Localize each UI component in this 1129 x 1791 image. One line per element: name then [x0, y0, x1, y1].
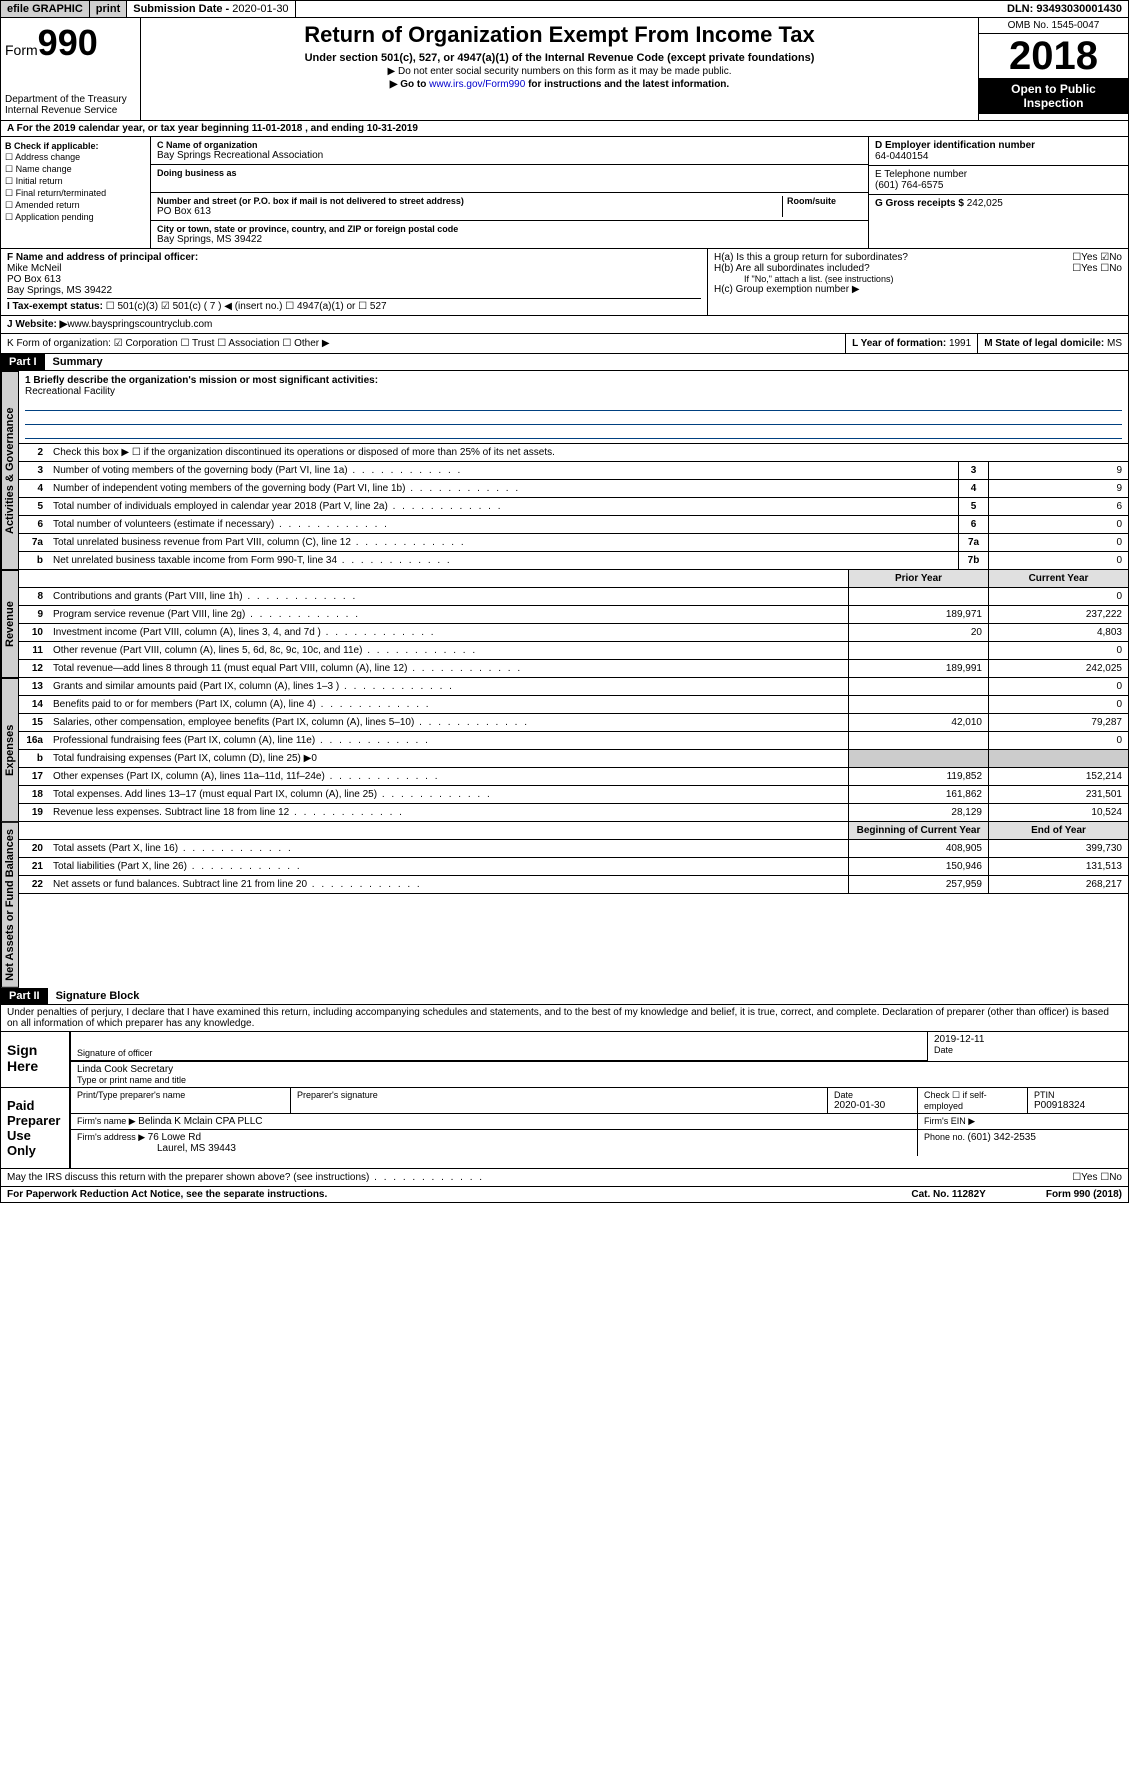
- row-a-tax-year: A For the 2019 calendar year, or tax yea…: [0, 121, 1129, 137]
- section-governance: Activities & Governance 1 Briefly descri…: [0, 371, 1129, 570]
- tab-expenses: Expenses: [1, 678, 19, 822]
- org-name: Bay Springs Recreational Association: [157, 150, 862, 161]
- tab-revenue: Revenue: [1, 570, 19, 678]
- print-button[interactable]: print: [90, 1, 127, 17]
- line-7b: bNet unrelated business taxable income f…: [19, 552, 1128, 570]
- telephone: (601) 764-6575: [875, 180, 1122, 191]
- efile-button[interactable]: efile GRAPHIC: [1, 1, 90, 17]
- sign-here-block: Sign Here Signature of officer2019-12-11…: [0, 1032, 1129, 1088]
- check-app-pending[interactable]: ☐ Application pending: [5, 212, 146, 223]
- check-name-change[interactable]: ☐ Name change: [5, 164, 146, 175]
- line-8: 8Contributions and grants (Part VIII, li…: [19, 588, 1128, 606]
- line-16a: 16aProfessional fundraising fees (Part I…: [19, 732, 1128, 750]
- state-domicile: M State of legal domicile: MS: [977, 334, 1128, 353]
- tax-exempt-status: ☐ 501(c)(3) ☑ 501(c) ( 7 ) ◀ (insert no.…: [106, 301, 387, 312]
- tab-governance: Activities & Governance: [1, 371, 19, 570]
- line-4: 4Number of independent voting members of…: [19, 480, 1128, 498]
- top-bar: efile GRAPHIC print Submission Date - 20…: [0, 0, 1129, 18]
- form-note-1: ▶ Do not enter social security numbers o…: [145, 66, 974, 77]
- line-9: 9Program service revenue (Part VIII, lin…: [19, 606, 1128, 624]
- row-k: K Form of organization: ☑ Corporation ☐ …: [0, 334, 1129, 354]
- tab-net-assets: Net Assets or Fund Balances: [1, 822, 19, 988]
- irs-label: Internal Revenue Service: [5, 105, 136, 116]
- year-formation: L Year of formation: 1991: [845, 334, 977, 353]
- row-j-website: J Website: ▶ www.bayspringscountryclub.c…: [0, 316, 1129, 334]
- check-final-return[interactable]: ☐ Final return/terminated: [5, 188, 146, 199]
- line-5: 5Total number of individuals employed in…: [19, 498, 1128, 516]
- open-inspection: Open to Public Inspection: [979, 78, 1128, 114]
- form-subtitle: Under section 501(c), 527, or 4947(a)(1)…: [145, 52, 974, 64]
- paid-preparer-block: Paid Preparer Use Only Print/Type prepar…: [0, 1088, 1129, 1169]
- form-number: Form990: [5, 22, 136, 64]
- page-footer: For Paperwork Reduction Act Notice, see …: [0, 1187, 1129, 1203]
- discuss-row: May the IRS discuss this return with the…: [0, 1169, 1129, 1187]
- row-fh: F Name and address of principal officer:…: [0, 249, 1129, 316]
- line-11: 11Other revenue (Part VIII, column (A), …: [19, 642, 1128, 660]
- org-city: Bay Springs, MS 39422: [157, 234, 862, 245]
- form-of-org: K Form of organization: ☑ Corporation ☐ …: [1, 334, 845, 353]
- line-22: 22Net assets or fund balances. Subtract …: [19, 876, 1128, 894]
- check-initial-return[interactable]: ☐ Initial return: [5, 176, 146, 187]
- line-18: 18Total expenses. Add lines 13–17 (must …: [19, 786, 1128, 804]
- section-net-assets: Net Assets or Fund Balances Beginning of…: [0, 822, 1129, 988]
- line-15: 15Salaries, other compensation, employee…: [19, 714, 1128, 732]
- dept-treasury: Department of the Treasury: [5, 94, 136, 105]
- line-3: 3Number of voting members of the governi…: [19, 462, 1128, 480]
- section-expenses: Expenses 13Grants and similar amounts pa…: [0, 678, 1129, 822]
- form-title: Return of Organization Exempt From Incom…: [145, 22, 974, 48]
- gross-receipts: G Gross receipts $ 242,025: [869, 195, 1128, 212]
- line-12: 12Total revenue—add lines 8 through 11 (…: [19, 660, 1128, 678]
- line-14: 14Benefits paid to or for members (Part …: [19, 696, 1128, 714]
- check-address-change[interactable]: ☐ Address change: [5, 152, 146, 163]
- firm-name: Belinda K Mclain CPA PLLC: [138, 1116, 262, 1127]
- website-link[interactable]: www.bayspringscountryclub.com: [67, 319, 212, 330]
- group-return-answer: ☐Yes ☑No: [1072, 252, 1122, 263]
- ein: 64-0440154: [875, 151, 1122, 162]
- ptin: P00918324: [1034, 1100, 1122, 1111]
- line-7a: 7aTotal unrelated business revenue from …: [19, 534, 1128, 552]
- block-bcd: B Check if applicable: ☐ Address change …: [0, 137, 1129, 249]
- officer-typed-name: Linda Cook Secretary: [77, 1064, 1122, 1075]
- form-header: Form990 Department of the Treasury Inter…: [0, 18, 1129, 121]
- col-b-checkboxes: B Check if applicable: ☐ Address change …: [1, 137, 151, 248]
- preparer-date: 2020-01-30: [834, 1100, 911, 1111]
- dln: DLN: 93493030001430: [1001, 1, 1128, 17]
- line-17: 17Other expenses (Part IX, column (A), l…: [19, 768, 1128, 786]
- part-1-header: Part ISummary: [0, 354, 1129, 371]
- section-revenue: Revenue Prior YearCurrent Year 8Contribu…: [0, 570, 1129, 678]
- submission-date: Submission Date - 2020-01-30: [127, 1, 295, 17]
- line-20: 20Total assets (Part X, line 16)408,9053…: [19, 840, 1128, 858]
- line-6: 6Total number of volunteers (estimate if…: [19, 516, 1128, 534]
- line-b: bTotal fundraising expenses (Part IX, co…: [19, 750, 1128, 768]
- line-21: 21Total liabilities (Part X, line 26)150…: [19, 858, 1128, 876]
- perjury-statement: Under penalties of perjury, I declare th…: [0, 1005, 1129, 1032]
- tax-year: 2018: [979, 34, 1128, 78]
- org-address: PO Box 613: [157, 206, 782, 217]
- omb-number: OMB No. 1545-0047: [979, 18, 1128, 34]
- sign-date: 2019-12-11: [934, 1034, 1122, 1045]
- officer-name: Mike McNeil: [7, 263, 701, 274]
- mission-text: Recreational Facility: [25, 386, 1122, 397]
- firm-address: 76 Lowe Rd: [148, 1132, 201, 1143]
- part-2-header: Part IISignature Block: [0, 988, 1129, 1005]
- firm-phone: (601) 342-2535: [968, 1132, 1036, 1143]
- line-10: 10Investment income (Part VIII, column (…: [19, 624, 1128, 642]
- check-amended[interactable]: ☐ Amended return: [5, 200, 146, 211]
- line-19: 19Revenue less expenses. Subtract line 1…: [19, 804, 1128, 822]
- form990-link[interactable]: www.irs.gov/Form990: [429, 79, 525, 90]
- line-13: 13Grants and similar amounts paid (Part …: [19, 678, 1128, 696]
- form-note-2: ▶ Go to www.irs.gov/Form990 for instruct…: [145, 79, 974, 90]
